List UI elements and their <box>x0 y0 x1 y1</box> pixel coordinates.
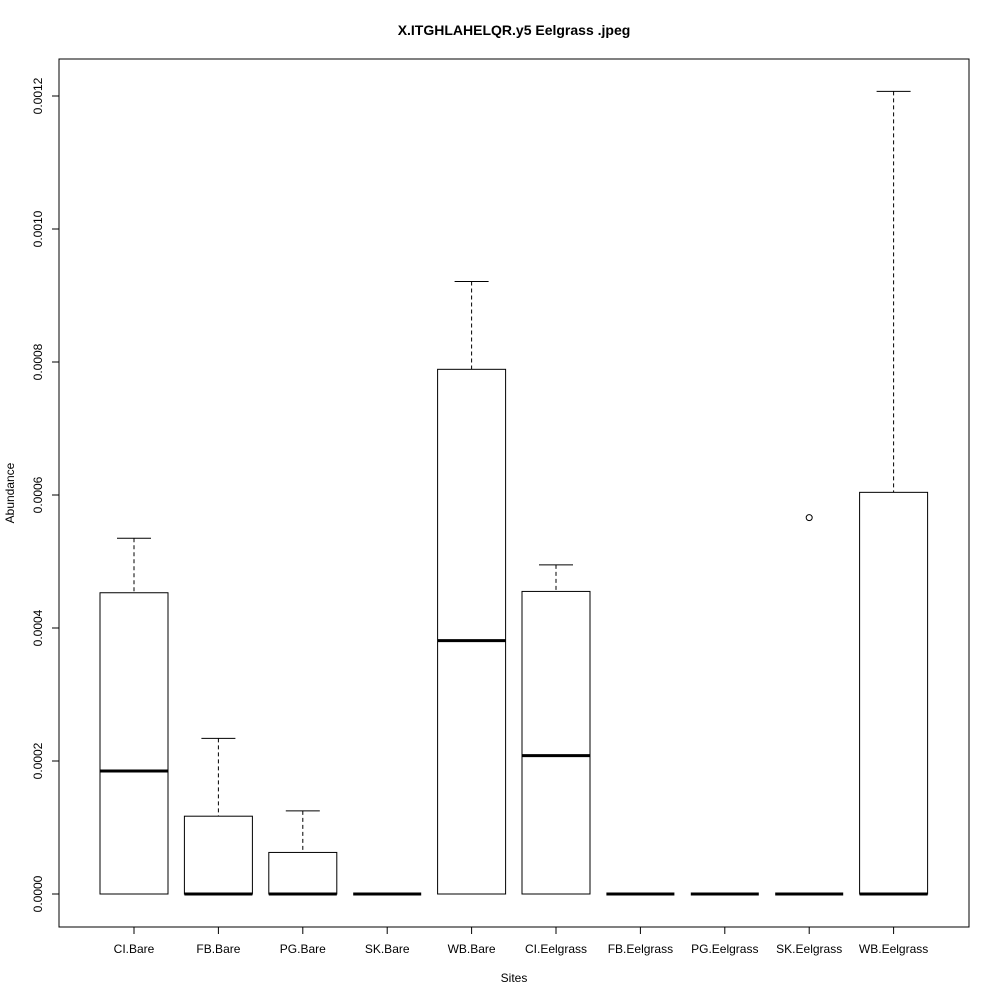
box-iqr <box>268 851 338 895</box>
y-axis: 0.0000 0.0002 0.0004 0.0006 0.0008 0.0010 0.00… <box>31 77 60 912</box>
y-tick-label: 0.0002 <box>31 742 45 779</box>
box-iqr <box>521 590 591 895</box>
box-CI.Bare <box>99 537 169 895</box>
outlier-point <box>805 514 813 522</box>
box-FB.Bare <box>183 737 253 896</box>
chart-title: X.ITGHLAHELQR.y5 Eelgrass .jpeg <box>398 22 631 38</box>
box-CI.Eelgrass <box>521 564 591 895</box>
y-tick-label: 0.0004 <box>31 609 45 646</box>
box-SK.Eelgrass <box>775 514 844 896</box>
x-axis: CI.Bare FB.Bare PG.Bare SK.Bare WB.Bare CI.Ee… <box>114 926 928 956</box>
x-tick-label: PG.Eelgrass <box>691 942 758 956</box>
box-iqr <box>859 491 929 895</box>
x-tick-label: SK.Bare <box>365 942 410 956</box>
y-tick-label: 0.0012 <box>31 77 45 114</box>
x-tick-label: CI.Eelgrass <box>525 942 587 956</box>
box-PG.Bare <box>268 810 338 896</box>
x-tick-label: SK.Eelgrass <box>776 942 842 956</box>
x-tick-label: WB.Bare <box>448 942 496 956</box>
box-iqr <box>183 815 253 895</box>
y-tick-label: 0.0006 <box>31 476 45 513</box>
x-tick-label: PG.Bare <box>280 942 326 956</box>
x-tick-label: FB.Bare <box>196 942 240 956</box>
y-axis-label: Abundance <box>3 462 17 523</box>
box-iqr <box>99 592 169 895</box>
y-tick-label: 0.0000 <box>31 875 45 912</box>
box-WB.Bare <box>437 281 507 895</box>
x-tick-label: WB.Eelgrass <box>859 942 928 956</box>
box-WB.Eelgrass <box>859 90 929 896</box>
x-tick-label: CI.Bare <box>114 942 155 956</box>
y-tick-label: 0.0008 <box>31 343 45 380</box>
box-iqr <box>437 368 507 895</box>
x-axis-label: Sites <box>501 971 528 985</box>
y-tick-label: 0.0010 <box>31 210 45 247</box>
boxes-layer <box>99 90 929 896</box>
x-tick-label: FB.Eelgrass <box>608 942 673 956</box>
